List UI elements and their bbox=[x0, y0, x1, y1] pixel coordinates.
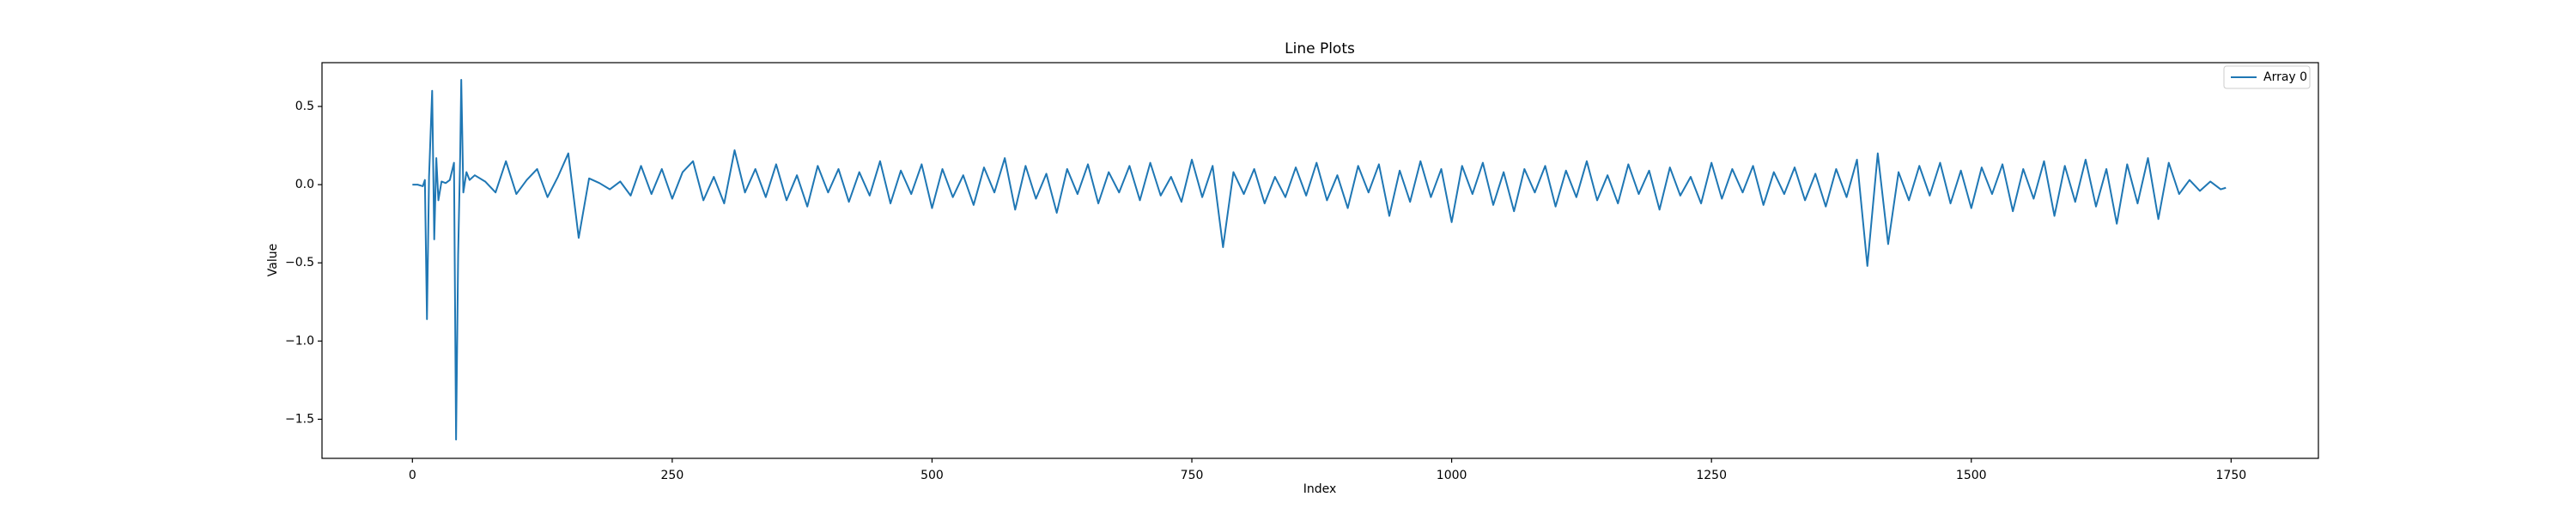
x-tick-label: 0 bbox=[409, 469, 416, 482]
y-tick-label: 0.0 bbox=[295, 178, 314, 191]
x-tick-label: 1250 bbox=[1696, 469, 1727, 482]
plot-frame bbox=[321, 62, 2319, 459]
x-tick-label: 1500 bbox=[1956, 469, 1987, 482]
y-tick-label: 0.5 bbox=[295, 100, 314, 113]
y-axis-label: Value bbox=[266, 244, 280, 276]
x-tick-label: 750 bbox=[1181, 469, 1204, 482]
x-axis-label: Index bbox=[1303, 482, 1337, 496]
y-tick-label: −0.5 bbox=[285, 256, 314, 270]
legend-box bbox=[2223, 65, 2311, 89]
x-tick-label: 250 bbox=[661, 469, 684, 482]
data-line bbox=[412, 79, 2227, 441]
x-tick-label: 1750 bbox=[2216, 469, 2247, 482]
y-tick-label: −1.0 bbox=[285, 334, 314, 348]
y-tick-label: −1.5 bbox=[285, 412, 314, 426]
legend-label: Array 0 bbox=[2263, 70, 2307, 84]
x-tick-label: 1000 bbox=[1437, 469, 1467, 482]
x-tick-label: 500 bbox=[920, 469, 944, 482]
chart-title: Line Plots bbox=[1285, 40, 1355, 58]
